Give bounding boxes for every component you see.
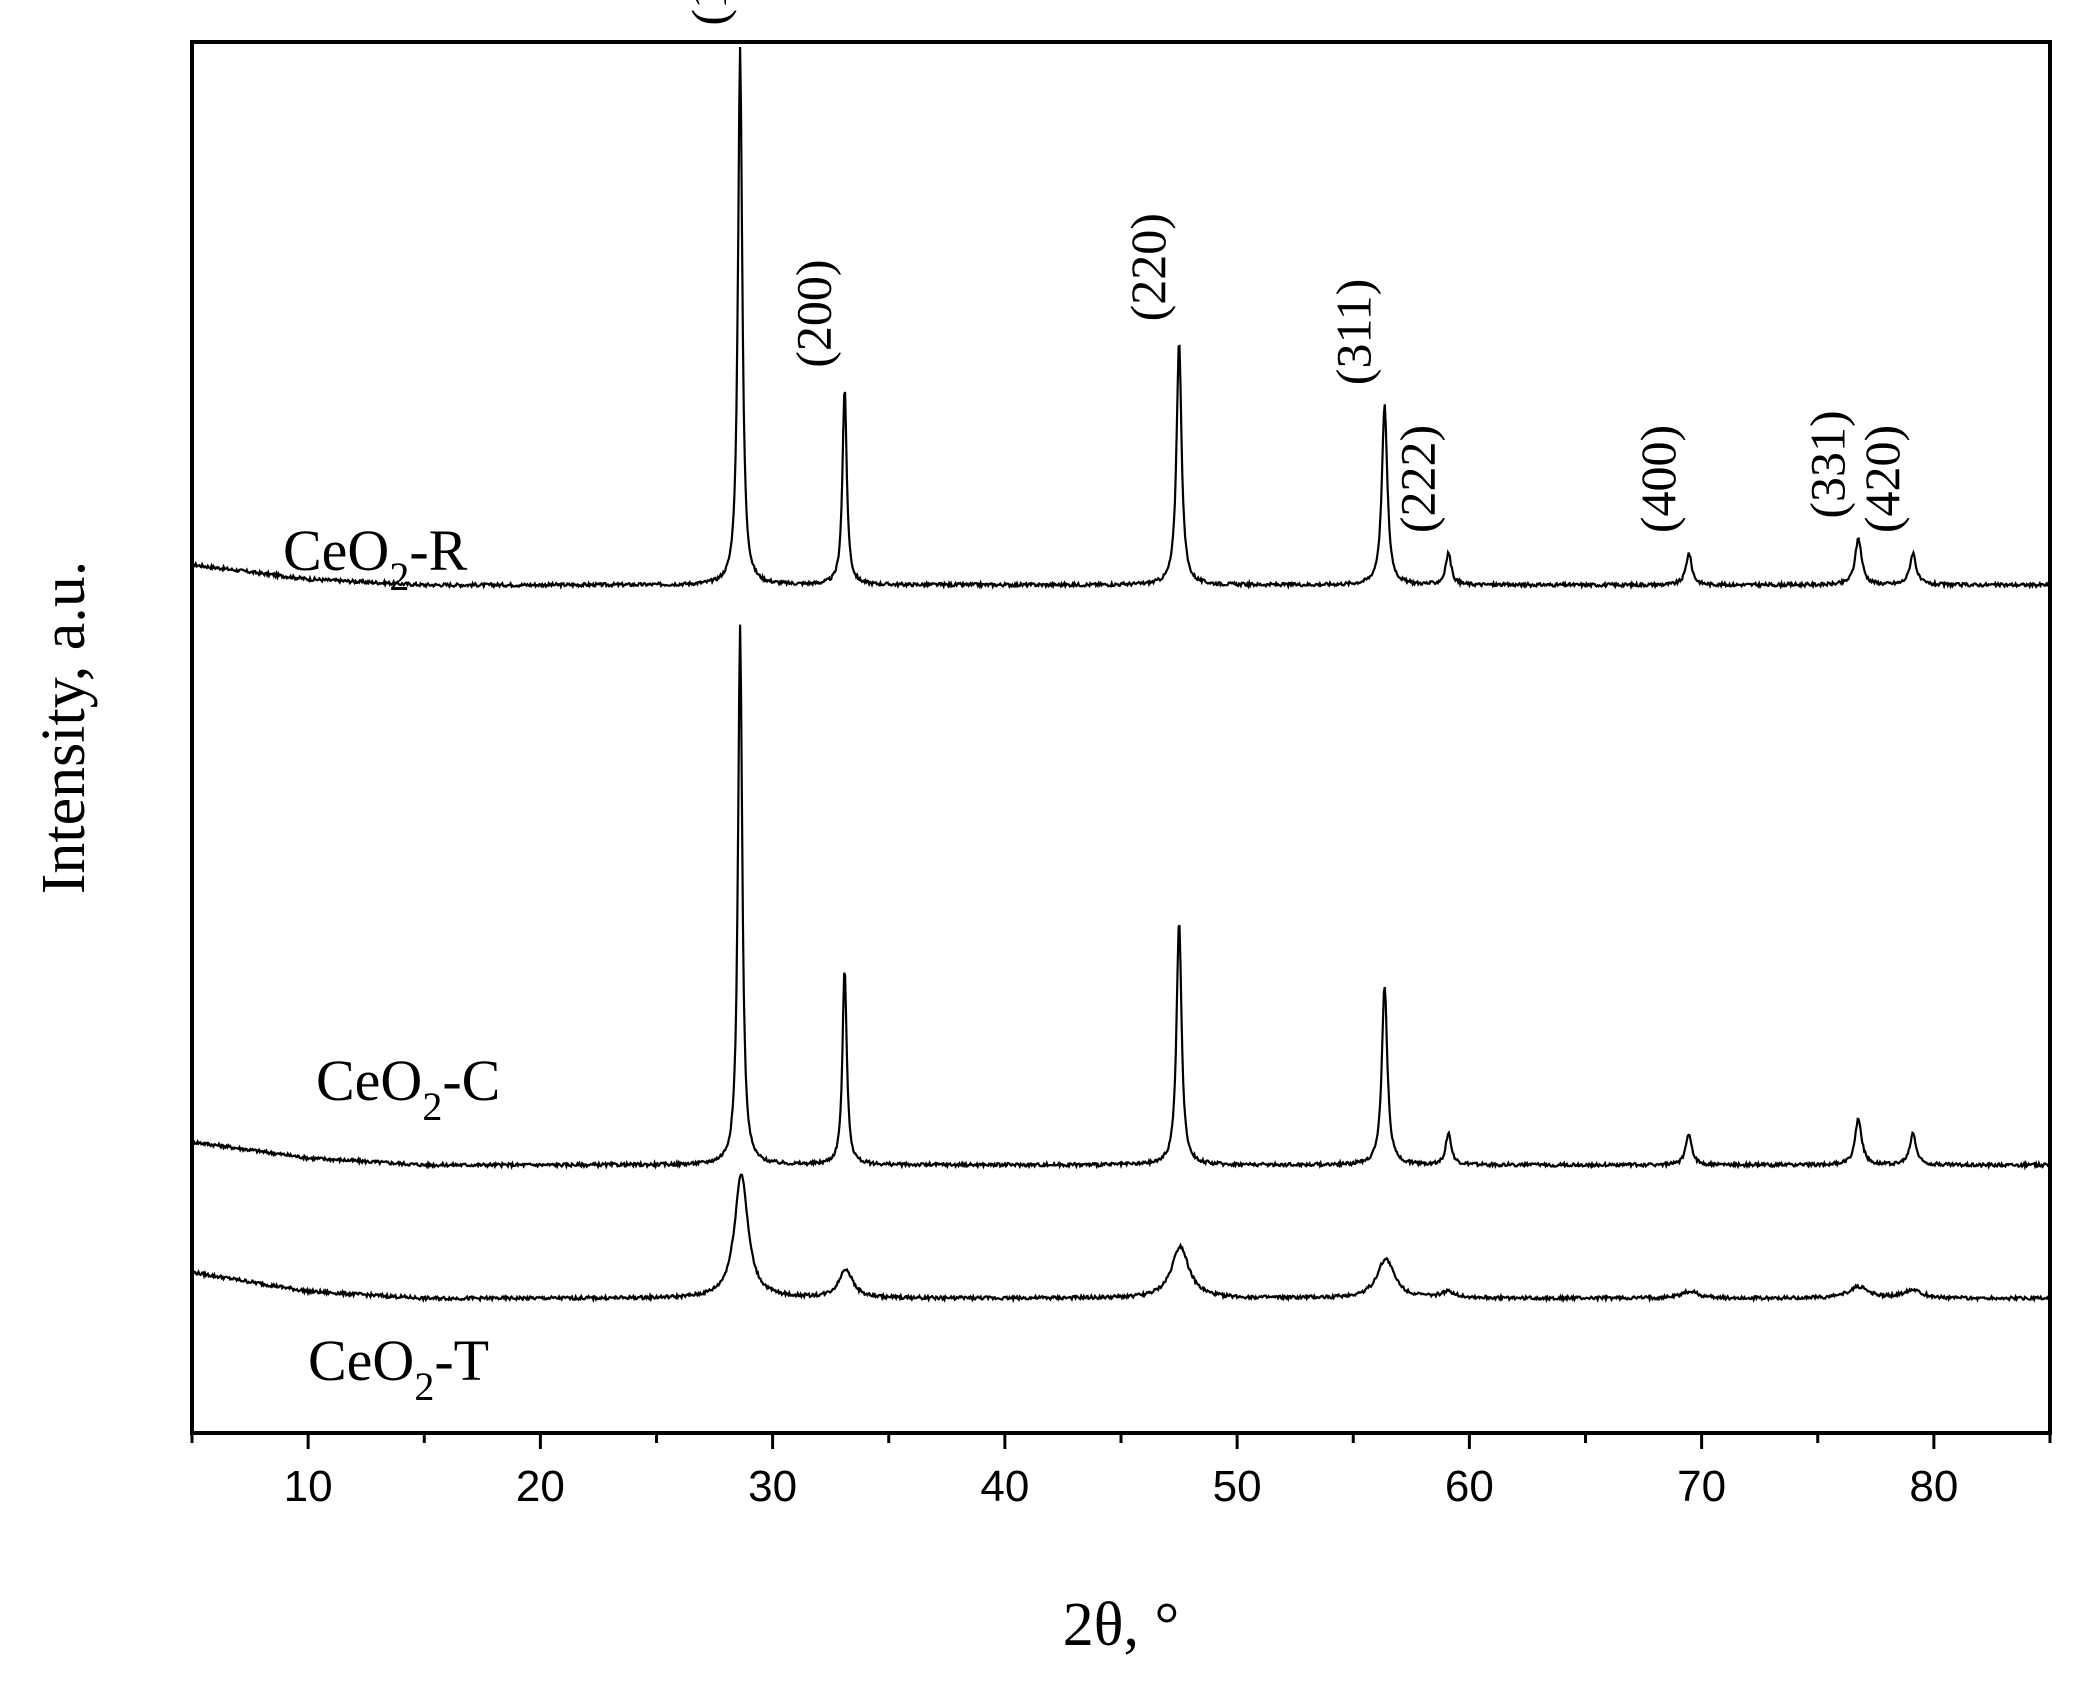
x-axis-label: 2θ, °	[1063, 1591, 1180, 1659]
series-label: CeO2-T	[308, 1328, 489, 1409]
series-line-r	[191, 46, 2051, 591]
x-tick-label: 80	[1909, 1462, 1958, 1511]
peak-label: (222)	[1389, 425, 1445, 533]
x-tick-label: 20	[516, 1462, 565, 1511]
series-labels: CeO2-R CeO2-C CeO2-T	[283, 518, 500, 1409]
series-group	[190, 46, 2051, 1304]
peak-label: (331)	[1799, 410, 1855, 518]
x-tick-label: 60	[1445, 1462, 1494, 1511]
x-tick-label: 40	[980, 1462, 1029, 1511]
x-axis-ticks: 10 20 30 40 50 60 70 80	[190, 1433, 2052, 1511]
x-tick-label: 50	[1213, 1462, 1262, 1511]
peak-annotations: (111) (200) (220) (311)(222) (400) (331)(420)	[681, 0, 1910, 533]
peak-label: (311)	[1326, 279, 1382, 385]
x-tick-label: 10	[284, 1462, 333, 1511]
series-line-c	[190, 624, 2051, 1171]
x-tick-label: 30	[748, 1462, 797, 1511]
series-line-t	[191, 1173, 2051, 1304]
y-axis-label: Intensity, a.u.	[30, 561, 98, 894]
peak-label: (111)	[681, 0, 737, 26]
peak-label: (200)	[786, 259, 842, 367]
x-tick-label: 70	[1677, 1462, 1726, 1511]
series-label: CeO2-R	[283, 518, 468, 599]
peak-label: (420)	[1854, 425, 1910, 533]
series-label: CeO2-C	[316, 1048, 500, 1129]
peak-label: (220)	[1120, 213, 1176, 321]
peak-label: (400)	[1630, 425, 1686, 533]
